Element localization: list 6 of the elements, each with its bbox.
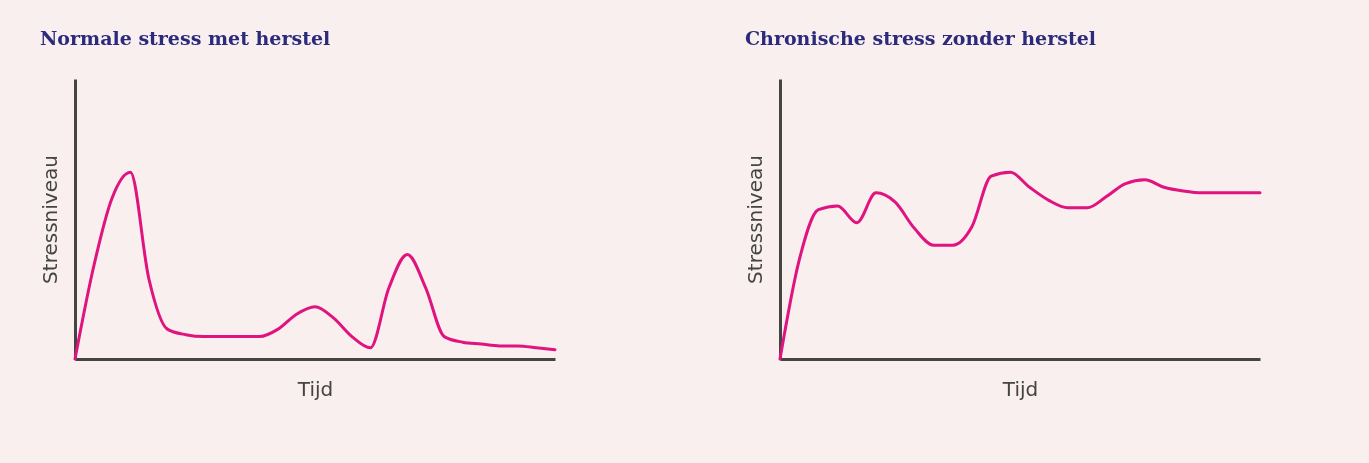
y-axis-title: Stressniveau — [742, 155, 767, 284]
x-axis-title: Tijd — [296, 376, 334, 401]
y-axis-title: Stressniveau — [37, 155, 62, 284]
x-axis-title: Tijd — [1001, 376, 1039, 401]
chart-title: Normale stress met herstel — [40, 27, 331, 49]
chart-title: Chronische stress zonder herstel — [745, 27, 1096, 49]
